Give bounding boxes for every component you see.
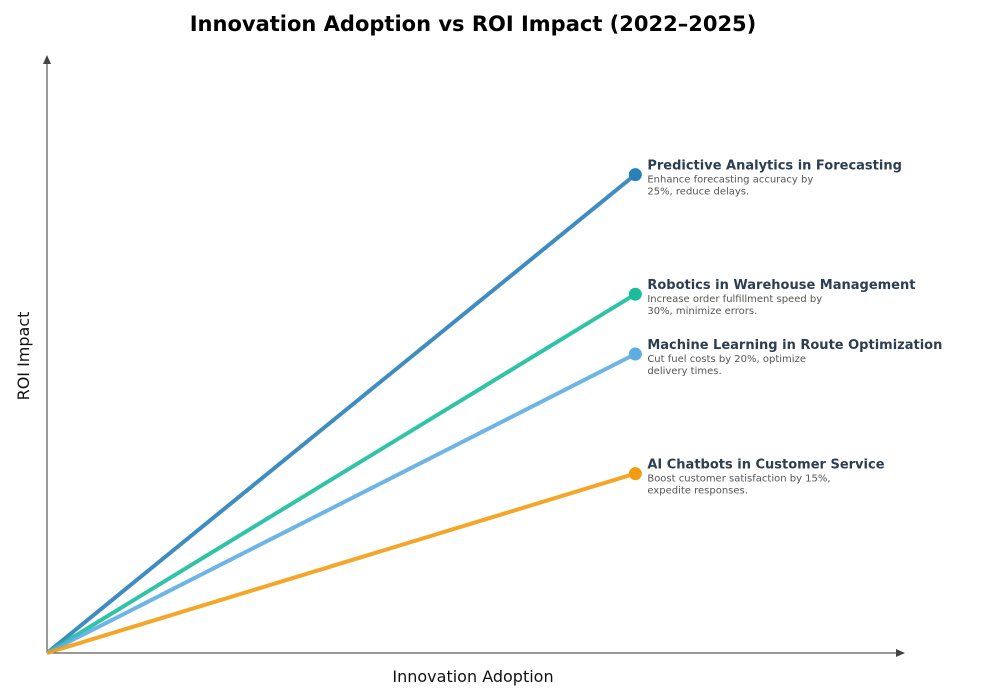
series-0: Predictive Analytics in ForecastingEnhan… [45,159,902,655]
series-line [45,292,637,655]
x-axis-arrow [896,649,905,657]
y-axis-label: ROI Impact [14,312,33,401]
series-label: Predictive Analytics in Forecasting [647,159,902,174]
series-endpoint-marker [628,287,642,301]
series-line [45,173,637,655]
series-label: AI Chatbots in Customer Service [647,458,884,473]
series-endpoint-marker [628,467,642,481]
series-description-line1: Increase order fulfillment speed by [647,294,822,305]
series-description-line1: Boost customer satisfaction by 15%, [647,474,830,485]
series-description-line1: Cut fuel costs by 20%, optimize [647,354,806,365]
series-description-line2: 30%, minimize errors. [647,306,757,317]
series-endpoint-marker [628,168,642,182]
series-2: Machine Learning in Route OptimizationCu… [46,338,942,655]
series-label: Machine Learning in Route Optimization [647,338,942,353]
series-1: Robotics in Warehouse ManagementIncrease… [45,278,915,655]
series-description-line2: expedite responses. [647,486,748,497]
series-endpoint-marker [628,347,642,361]
series-description-line2: delivery times. [647,366,721,377]
series-line [46,471,636,655]
series-label: Robotics in Warehouse Management [647,278,915,293]
series-line [46,352,637,655]
series-description-line1: Enhance forecasting accuracy by [647,175,813,186]
series-description-line2: 25%, reduce delays. [647,187,749,198]
x-axis-label: Innovation Adoption [392,667,553,686]
chart-title: Innovation Adoption vs ROI Impact (2022–… [190,12,757,36]
y-axis-arrow [43,55,51,64]
